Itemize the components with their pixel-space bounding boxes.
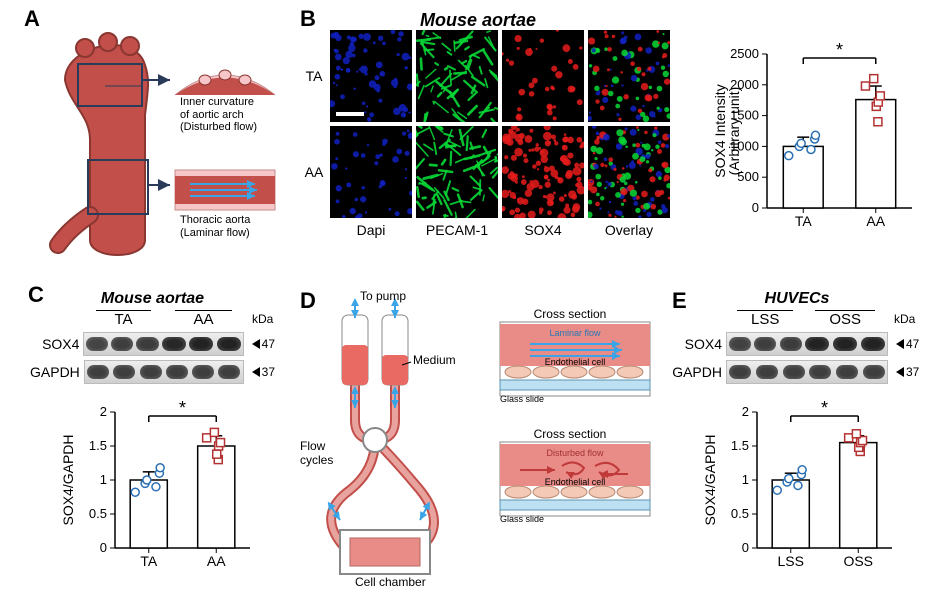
panel-c-sox4-lane <box>83 332 243 356</box>
panel-b-col-pecam: PECAM-1 <box>416 222 498 244</box>
svg-text:Medium: Medium <box>413 353 456 367</box>
panel-a: Inner curvature of aortic arch (Disturbe… <box>30 20 280 270</box>
panel-e-kda-label: kDa <box>894 312 915 326</box>
tile-aa-pecam <box>416 126 498 218</box>
panel-c-sox4-label: SOX4 <box>30 336 79 352</box>
svg-text:1.5: 1.5 <box>731 438 749 453</box>
figure: A B C D E <box>0 0 934 606</box>
panel-c-group-ta: TA <box>96 310 150 328</box>
svg-text:1: 1 <box>742 472 749 487</box>
panel-b-col-overlay: Overlay <box>588 222 670 244</box>
svg-text:0.5: 0.5 <box>89 506 107 521</box>
panel-c-gapdh-label: GAPDH <box>30 364 80 380</box>
panel-c-group-aa: AA <box>175 310 231 328</box>
panel-b: TA AA Dapi PECAM-1 SOX4 Overlay 05001000… <box>302 30 702 260</box>
panel-d: Cross section Laminar flow Endothelial c… <box>300 290 660 590</box>
svg-text:SOX4/GAPDH: SOX4/GAPDH <box>702 434 718 525</box>
panel-b-col-sox4: SOX4 <box>502 222 584 244</box>
panel-label-b: B <box>300 6 316 32</box>
svg-text:0.5: 0.5 <box>731 506 749 521</box>
svg-text:LSS: LSS <box>778 553 804 569</box>
svg-text:AA: AA <box>866 213 885 229</box>
panel-c: Mouse aortae TA AA kDa SOX4 47 GAPDH 37 … <box>30 290 275 590</box>
panel-e-group-oss: OSS <box>815 310 875 328</box>
panel-e-sox4-lane <box>726 332 888 356</box>
panel-e-chart: 0 0.5 1 1.5 2 SOX4/GAPDH LSS OSS * <box>702 390 902 580</box>
panel-d-cross-top: Cross section <box>534 307 607 321</box>
panel-a-thoracic-label: Thoracic aorta (Laminar flow) <box>180 214 250 239</box>
svg-text:Disturbed flow: Disturbed flow <box>546 448 604 458</box>
svg-text:*: * <box>836 40 843 60</box>
panel-e-sox4-label: SOX4 <box>672 336 722 352</box>
panel-c-chart: 0 0.5 1 1.5 2 SOX4/GAPDH TA AA * <box>60 390 260 580</box>
svg-text:0: 0 <box>100 540 107 555</box>
svg-text:1.5: 1.5 <box>89 438 107 453</box>
panel-e-group-lss: LSS <box>737 310 793 328</box>
svg-text:Glass slide: Glass slide <box>500 514 544 524</box>
svg-text:Endothelial cell: Endothelial cell <box>545 477 606 487</box>
svg-text:2: 2 <box>742 404 749 419</box>
svg-text:Glass slide: Glass slide <box>500 394 544 404</box>
svg-text:2500: 2500 <box>730 46 759 61</box>
panel-e-gapdh-label: GAPDH <box>672 364 722 380</box>
svg-text:Laminar flow: Laminar flow <box>549 328 601 338</box>
scalebar <box>336 112 364 116</box>
svg-text:Cross section: Cross section <box>534 427 607 441</box>
svg-text:Flow: Flow <box>300 439 326 453</box>
panel-b-chart: 05001000150020002500SOX4 Intensity(Arbit… <box>712 32 912 232</box>
svg-text:1: 1 <box>100 472 107 487</box>
panel-b-col-dapi: Dapi <box>330 222 412 244</box>
tile-ta-sox4 <box>502 30 584 122</box>
panel-b-title: Mouse aortae <box>420 10 536 31</box>
svg-text:SOX4/GAPDH: SOX4/GAPDH <box>60 434 76 525</box>
panel-c-gapdh-lane <box>84 360 244 384</box>
svg-text:Cell chamber: Cell chamber <box>355 575 426 589</box>
tile-ta-pecam <box>416 30 498 122</box>
panel-b-row-ta: TA <box>302 30 326 122</box>
panel-e-title: HUVECs <box>672 290 922 308</box>
svg-text:To pump: To pump <box>360 290 406 303</box>
svg-text:2: 2 <box>100 404 107 419</box>
svg-text:AA: AA <box>207 553 226 569</box>
svg-text:TA: TA <box>140 553 158 569</box>
svg-text:*: * <box>179 398 186 418</box>
panel-e: HUVECs LSS OSS kDa SOX4 47 GAPDH 37 00.5… <box>672 290 922 590</box>
svg-text:0: 0 <box>742 540 749 555</box>
svg-text:Endothelial cell: Endothelial cell <box>545 357 606 367</box>
svg-text:cycles: cycles <box>300 453 333 467</box>
tile-aa-overlay <box>588 126 670 218</box>
svg-text:0: 0 <box>752 200 759 215</box>
panel-c-title: Mouse aortae <box>30 290 275 308</box>
tile-aa-dapi <box>330 126 412 218</box>
svg-text:(Arbitrary unit): (Arbitrary unit) <box>726 87 742 176</box>
tile-ta-dapi <box>330 30 412 122</box>
panel-c-kda-label: kDa <box>252 312 273 326</box>
panel-e-gapdh-lane <box>726 360 888 384</box>
tile-ta-overlay <box>588 30 670 122</box>
panel-b-row-aa: AA <box>302 126 326 218</box>
svg-text:OSS: OSS <box>843 553 873 569</box>
svg-text:TA: TA <box>795 213 813 229</box>
panel-a-inner-label: Inner curvature of aortic arch (Disturbe… <box>180 96 257 134</box>
tile-aa-sox4 <box>502 126 584 218</box>
svg-text:*: * <box>821 398 828 418</box>
